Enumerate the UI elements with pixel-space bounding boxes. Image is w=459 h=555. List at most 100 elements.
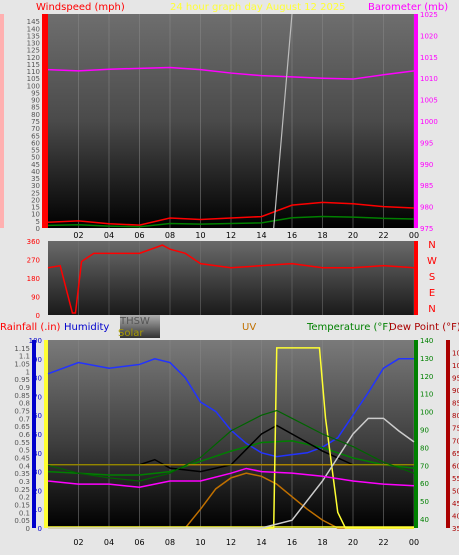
wind-tick-label: 125 — [27, 47, 40, 55]
wind-tick-label: 20 — [31, 196, 40, 204]
baro-tick-label: 1000 — [420, 118, 438, 126]
dewpoint-tick-label: 45 — [452, 500, 459, 508]
humidity-tick-label: 40 — [33, 450, 42, 458]
temperature-x-tick-label: 06 — [134, 538, 144, 547]
dew-scale-bar — [446, 340, 450, 528]
humidity-tick-label: 50 — [33, 431, 42, 439]
dewpoint-tick-label: 50 — [452, 487, 459, 495]
wind-tick-label: 145 — [27, 18, 40, 26]
rain-tick-label: 0.6 — [19, 431, 31, 439]
dewpoint-tick-label: 65 — [452, 450, 459, 458]
wind-scale-bar — [42, 14, 48, 228]
compass-label: N — [428, 240, 435, 251]
dewpoint-tick-label: 75 — [452, 425, 459, 433]
wind-x-tick-label: 06 — [134, 231, 144, 240]
humidity-tick-label: 10 — [33, 506, 42, 514]
temperature-x-tick-label: 10 — [195, 538, 205, 547]
direction-tick-label: 180 — [27, 275, 40, 283]
wind-chill-line — [48, 417, 415, 529]
wind-tick-label: 105 — [27, 75, 40, 83]
temperature-tick-label: 130 — [420, 355, 433, 363]
temperature-tick-label: 60 — [420, 480, 429, 488]
humidity-scale-bar — [32, 340, 36, 528]
wind-x-tick-label: 16 — [287, 231, 297, 240]
wind-average-line — [47, 215, 415, 228]
temperature-x-tick-label: 14 — [256, 538, 266, 547]
rain-tick-label: 0.85 — [14, 392, 30, 400]
wind-tick-label: 120 — [27, 54, 40, 62]
wind-tick-label: 40 — [31, 168, 40, 176]
solar-radiation-line — [48, 347, 414, 529]
wind-x-tick-label: 12 — [226, 231, 236, 240]
humidity-tick-label: 80 — [33, 375, 42, 383]
dewpoint-curve — [47, 467, 415, 489]
wind-x-tick-label: 22 — [378, 231, 388, 240]
baro-scale-bar — [414, 14, 418, 228]
temperature-panel-label: Solar — [118, 328, 144, 339]
dewpoint-tick-label: 35 — [452, 525, 459, 533]
temperature-panel-label: Rainfall (.in) — [0, 322, 61, 333]
wind-x-axis: 02 04 06 08 10 12 14 16 18 20 22 00 — [73, 231, 419, 240]
wind-tick-label: 10 — [31, 211, 40, 219]
temperature-x-tick-label: 16 — [287, 538, 297, 547]
baro-tick-label: 1015 — [420, 54, 438, 62]
rain-tick-label: 0.45 — [14, 455, 30, 463]
temperature-line — [47, 440, 415, 476]
dewpoint-tick-label: 55 — [452, 475, 459, 483]
wind-tick-label: 90 — [31, 97, 40, 105]
humidity-tick-label: 60 — [33, 412, 42, 420]
wind-tick-label: 25 — [31, 189, 40, 197]
rain-tick-label: 0.1 — [19, 509, 30, 517]
windspeed-line — [47, 201, 415, 226]
compass-label: N — [428, 304, 435, 315]
rain-tick-label: 0.5 — [19, 447, 30, 455]
temperature-axes: 00.050.10.150.20.250.30.350.40.450.50.55… — [14, 337, 459, 533]
direction-scale-bar — [414, 241, 418, 315]
temperature-tick-label: 110 — [420, 391, 433, 399]
wind-tick-label: 80 — [31, 111, 40, 119]
compass-label: E — [429, 288, 435, 299]
temperature-x-tick-label: 02 — [73, 538, 83, 547]
rain-tick-label: 0.05 — [14, 517, 30, 525]
dewpoint-tick-label: 95 — [452, 375, 459, 383]
temperature-tick-label: 80 — [420, 444, 429, 452]
direction-tick-label: 360 — [27, 238, 40, 246]
baro-tick-label: 1005 — [420, 97, 438, 105]
humidity-tick-label: 30 — [33, 469, 42, 477]
baro-tick-label: 975 — [420, 225, 433, 233]
wind-tick-label: 95 — [31, 89, 40, 97]
temperature-tick-label: 40 — [420, 516, 429, 524]
temperature-x-tick-label: 00 — [409, 538, 419, 547]
baro-tick-label: 980 — [420, 204, 433, 212]
dewpoint-tick-label: 80 — [452, 412, 459, 420]
baro-tick-label: 1025 — [420, 11, 438, 19]
rain-tick-label: 0.55 — [14, 439, 30, 447]
humidity-tick-label: 20 — [33, 487, 42, 495]
temperature-tick-label: 120 — [420, 373, 433, 381]
compass-label: W — [427, 256, 437, 267]
temperature-x-tick-label: 18 — [317, 538, 327, 547]
wind-tick-label: 5 — [36, 218, 40, 226]
humidity-line — [47, 358, 414, 458]
wind-y-axis: 0510152025303540455055606570758085909510… — [27, 18, 40, 233]
baro-y-axis: 975 980 985 990 995 1000 1005 1010 1015 1020 1025 — [420, 11, 438, 233]
direction-tick-label: 90 — [31, 294, 40, 302]
rain-tick-label: 0 — [26, 525, 30, 533]
baro-tick-label: 1020 — [420, 32, 438, 40]
wind-tick-label: 100 — [27, 82, 40, 90]
temperature-tick-label: 90 — [420, 427, 429, 435]
wind-tick-label: 60 — [31, 139, 40, 147]
wind-x-tick-label: 20 — [348, 231, 358, 240]
temperature-panel-label: Dew Point (°F) — [389, 322, 459, 333]
wind-tick-label: 55 — [31, 147, 40, 155]
temperature-curve — [47, 409, 415, 482]
wind-tick-label: 0 — [36, 225, 40, 233]
wind-direction-line — [47, 244, 415, 314]
wind-x-tick-label: 18 — [317, 231, 327, 240]
baro-tick-label: 985 — [420, 182, 433, 190]
wind-series — [47, 13, 415, 229]
graph-title: 24 hour graph day August 12 2025 — [170, 2, 346, 13]
rain-tick-label: 0.8 — [19, 400, 30, 408]
uv-line — [48, 472, 414, 529]
